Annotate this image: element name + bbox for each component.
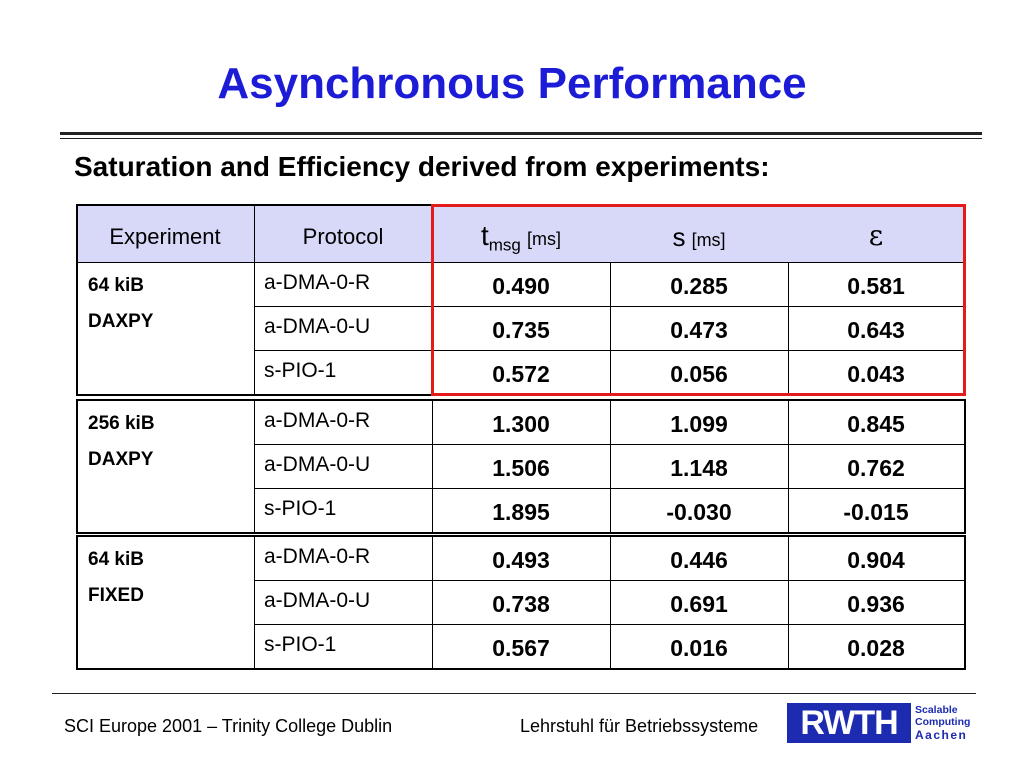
column-divider: [254, 400, 255, 532]
header-t-msg: tmsg [ms]: [432, 220, 610, 255]
group-border-top: [76, 399, 966, 401]
row-divider: [254, 444, 964, 445]
footer-conference: SCI Europe 2001 – Trinity College Dublin: [64, 716, 393, 736]
protocol-cell: s-PIO-1: [264, 497, 337, 520]
experiment-kernel: DAXPY: [88, 311, 154, 332]
header-column-divider: [254, 204, 255, 262]
s-value: 0.446: [670, 547, 728, 573]
experiment-kernel: FIXED: [88, 585, 144, 606]
protocol-cell: a-DMA-0-R: [264, 271, 371, 294]
epsilon-value: -0.015: [843, 499, 909, 525]
header-t-main: t: [480, 220, 489, 251]
footer-chair: Lehrstuhl für Betriebssysteme: [520, 716, 759, 736]
t-msg-value: 0.735: [492, 317, 550, 343]
group-border-right: [964, 536, 966, 668]
row-divider: [254, 488, 964, 489]
rwth-logo: RWTH Scalable Computing Aachen: [787, 703, 973, 743]
s-value: 1.148: [670, 455, 728, 481]
experiment-size: 64 kiB: [88, 549, 144, 570]
protocol-cell: a-DMA-0-U: [264, 589, 371, 612]
column-divider: [432, 536, 433, 668]
header-protocol: Protocol: [302, 224, 384, 249]
column-divider: [254, 262, 255, 394]
s-value: 0.691: [670, 591, 728, 617]
slide-subtitle: Saturation and Efficiency derived from e…: [74, 151, 770, 182]
epsilon-value: 0.904: [847, 547, 905, 573]
s-value: 0.473: [670, 317, 728, 343]
experiment-kernel: DAXPY: [88, 449, 154, 470]
experiment-size: 64 kiB: [88, 275, 144, 296]
t-msg-value: 0.572: [492, 361, 550, 387]
logo-line-aachen: Aachen: [915, 728, 968, 742]
epsilon-value: 0.643: [847, 317, 905, 343]
column-divider: [788, 400, 789, 532]
logo-wordmark: RWTH: [787, 703, 911, 743]
column-divider: [432, 400, 433, 532]
title-rule: [60, 132, 982, 135]
epsilon-value: 0.845: [847, 411, 905, 437]
column-divider: [610, 400, 611, 532]
highlight-box: [431, 204, 966, 396]
s-value: -0.030: [666, 499, 732, 525]
group-border-left: [76, 262, 78, 394]
header-t-sub: msg: [488, 235, 521, 255]
table-border-left: [76, 204, 78, 262]
protocol-cell: a-DMA-0-R: [264, 409, 371, 432]
title-rule-thin: [60, 138, 982, 139]
epsilon-value: 0.043: [847, 361, 905, 387]
header-experiment: Experiment: [109, 224, 221, 249]
row-divider: [254, 350, 964, 351]
t-msg-value: 1.506: [492, 455, 550, 481]
column-divider: [610, 262, 611, 394]
s-value: 1.099: [670, 411, 728, 437]
group-border-left: [76, 400, 78, 532]
s-value: 0.056: [670, 361, 728, 387]
s-value: 0.285: [670, 273, 728, 299]
t-msg-value: 1.300: [492, 411, 550, 437]
row-divider: [254, 624, 964, 625]
t-msg-value: 1.895: [492, 499, 550, 525]
header-s: s [ms]: [610, 224, 788, 250]
t-msg-value: 0.490: [492, 273, 550, 299]
header-t-unit: [ms]: [527, 229, 562, 249]
group-border-right: [964, 400, 966, 532]
column-divider: [254, 536, 255, 668]
epsilon-value: 0.762: [847, 455, 905, 481]
protocol-cell: s-PIO-1: [264, 633, 337, 656]
protocol-cell: a-DMA-0-R: [264, 545, 371, 568]
logo-line-scalable: Scalable: [915, 704, 958, 716]
experiment-size: 256 kiB: [88, 413, 155, 434]
results-table: Experiment Protocol tmsg [ms] s [ms] ε 6…: [76, 204, 966, 672]
epsilon-value: 0.936: [847, 591, 905, 617]
epsilon-value: 0.028: [847, 635, 905, 661]
group-border-bottom: [76, 532, 966, 534]
s-value: 0.016: [670, 635, 728, 661]
header-s-unit: [ms]: [691, 230, 726, 250]
t-msg-value: 0.738: [492, 591, 550, 617]
logo-line-computing: Computing: [915, 716, 971, 728]
t-msg-value: 0.493: [492, 547, 550, 573]
t-msg-value: 0.567: [492, 635, 550, 661]
row-divider: [254, 580, 964, 581]
epsilon-value: 0.581: [847, 273, 905, 299]
protocol-cell: a-DMA-0-U: [264, 453, 371, 476]
group-border-bottom: [76, 668, 966, 670]
slide-title: Asynchronous Performance: [217, 59, 807, 108]
protocol-cell: s-PIO-1: [264, 359, 337, 382]
row-divider: [254, 306, 964, 307]
column-divider: [788, 262, 789, 394]
header-divider: [76, 262, 966, 263]
protocol-cell: a-DMA-0-U: [264, 315, 371, 338]
table-header-background: [76, 204, 964, 262]
column-divider: [610, 536, 611, 668]
header-epsilon: ε: [868, 219, 884, 252]
group-border-left: [76, 536, 78, 668]
footer-rule: [52, 693, 976, 694]
column-divider: [788, 536, 789, 668]
group-border-top: [76, 535, 966, 537]
header-s-main: s: [672, 222, 686, 252]
